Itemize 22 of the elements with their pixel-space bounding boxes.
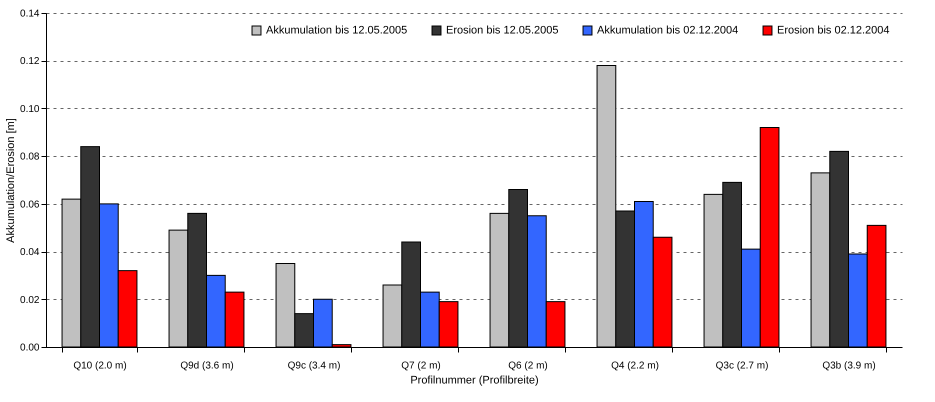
x-tick-label: Q7 (2 m): [401, 360, 441, 372]
y-tick-label: 0.02: [20, 294, 40, 306]
x-tick-label: Q9d (3.6 m): [180, 360, 234, 372]
x-tick-label: Q10 (2.0 m): [73, 360, 127, 372]
y-tick-label: 0.14: [20, 8, 40, 20]
x-tick-label: Q3c (2.7 m): [716, 360, 768, 372]
legend-label: Erosion bis 12.05.2005: [446, 24, 559, 37]
legend-label: Erosion bis 02.12.2004: [777, 24, 890, 37]
x-tick-label: Q3b (3.9 m): [822, 360, 876, 372]
y-tick-label: 0.04: [20, 247, 40, 258]
y-axis-title: Akkumulation/Erosion [m]: [5, 118, 18, 243]
x-tick-label: Q4 (2.2 m): [611, 360, 659, 372]
y-tick-label: 0.06: [20, 199, 40, 210]
x-tick-label: Q6 (2 m): [508, 360, 548, 372]
x-tick-label: Q9c (3.4 m): [288, 360, 340, 372]
y-tick-label: 0.10: [20, 104, 40, 115]
x-axis-title: Profilnummer (Profilbreite): [410, 374, 539, 386]
legend-label: Akkumulation bis 12.05.2005: [266, 24, 408, 37]
y-tick-label: 0.12: [20, 56, 40, 68]
legend-label: Akkumulation bis 02.12.2004: [597, 24, 738, 37]
y-tick-label: 0.08: [20, 152, 40, 163]
y-tick-label: 0.00: [20, 342, 40, 354]
